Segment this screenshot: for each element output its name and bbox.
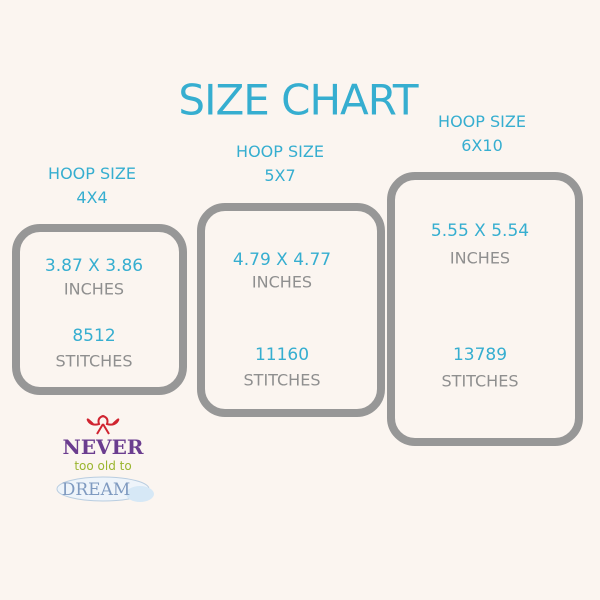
- stitch-unit: STITCHES: [441, 371, 519, 391]
- hoop-size: 4X4: [76, 188, 108, 207]
- hoop-label: HOOP SIZE: [236, 142, 324, 161]
- dimension-unit: INCHES: [449, 248, 511, 268]
- hoop-label-5x7: HOOP SIZE 5X7: [236, 140, 324, 188]
- svg-text:too old to: too old to: [74, 459, 131, 473]
- dimension-unit: INCHES: [63, 279, 125, 299]
- hoop-frame-5x7: [197, 203, 385, 417]
- svg-text:NEVER: NEVER: [63, 435, 144, 459]
- hoop-frame-6x10: [387, 172, 583, 446]
- svg-text:DREAM: DREAM: [62, 480, 131, 500]
- dimensions: 5.55 X 5.54: [430, 221, 530, 241]
- hoop-frame-4x4: [12, 224, 187, 395]
- hoop-label-6x10: HOOP SIZE 6X10: [438, 110, 526, 158]
- page-title: SIZE CHART: [178, 75, 418, 125]
- hoop-size: 6X10: [461, 136, 503, 155]
- dimension-unit: INCHES: [251, 272, 313, 292]
- stitch-count: 13789: [452, 345, 508, 365]
- never-too-old-to-dream-logo: NEVER too old to DREAM: [56, 414, 154, 502]
- hoop-size: 5X7: [264, 166, 296, 185]
- bow-icon: [86, 414, 120, 435]
- stitch-count: 8512: [72, 326, 116, 346]
- hoop-label: HOOP SIZE: [438, 112, 526, 131]
- dimensions: 4.79 X 4.77: [232, 250, 332, 270]
- dimensions: 3.87 X 3.86: [44, 256, 144, 276]
- stitch-unit: STITCHES: [55, 351, 133, 371]
- stitch-count: 11160: [254, 345, 310, 365]
- hoop-label: HOOP SIZE: [48, 164, 136, 183]
- hoop-label-4x4: HOOP SIZE 4X4: [48, 162, 136, 210]
- stitch-unit: STITCHES: [243, 370, 321, 390]
